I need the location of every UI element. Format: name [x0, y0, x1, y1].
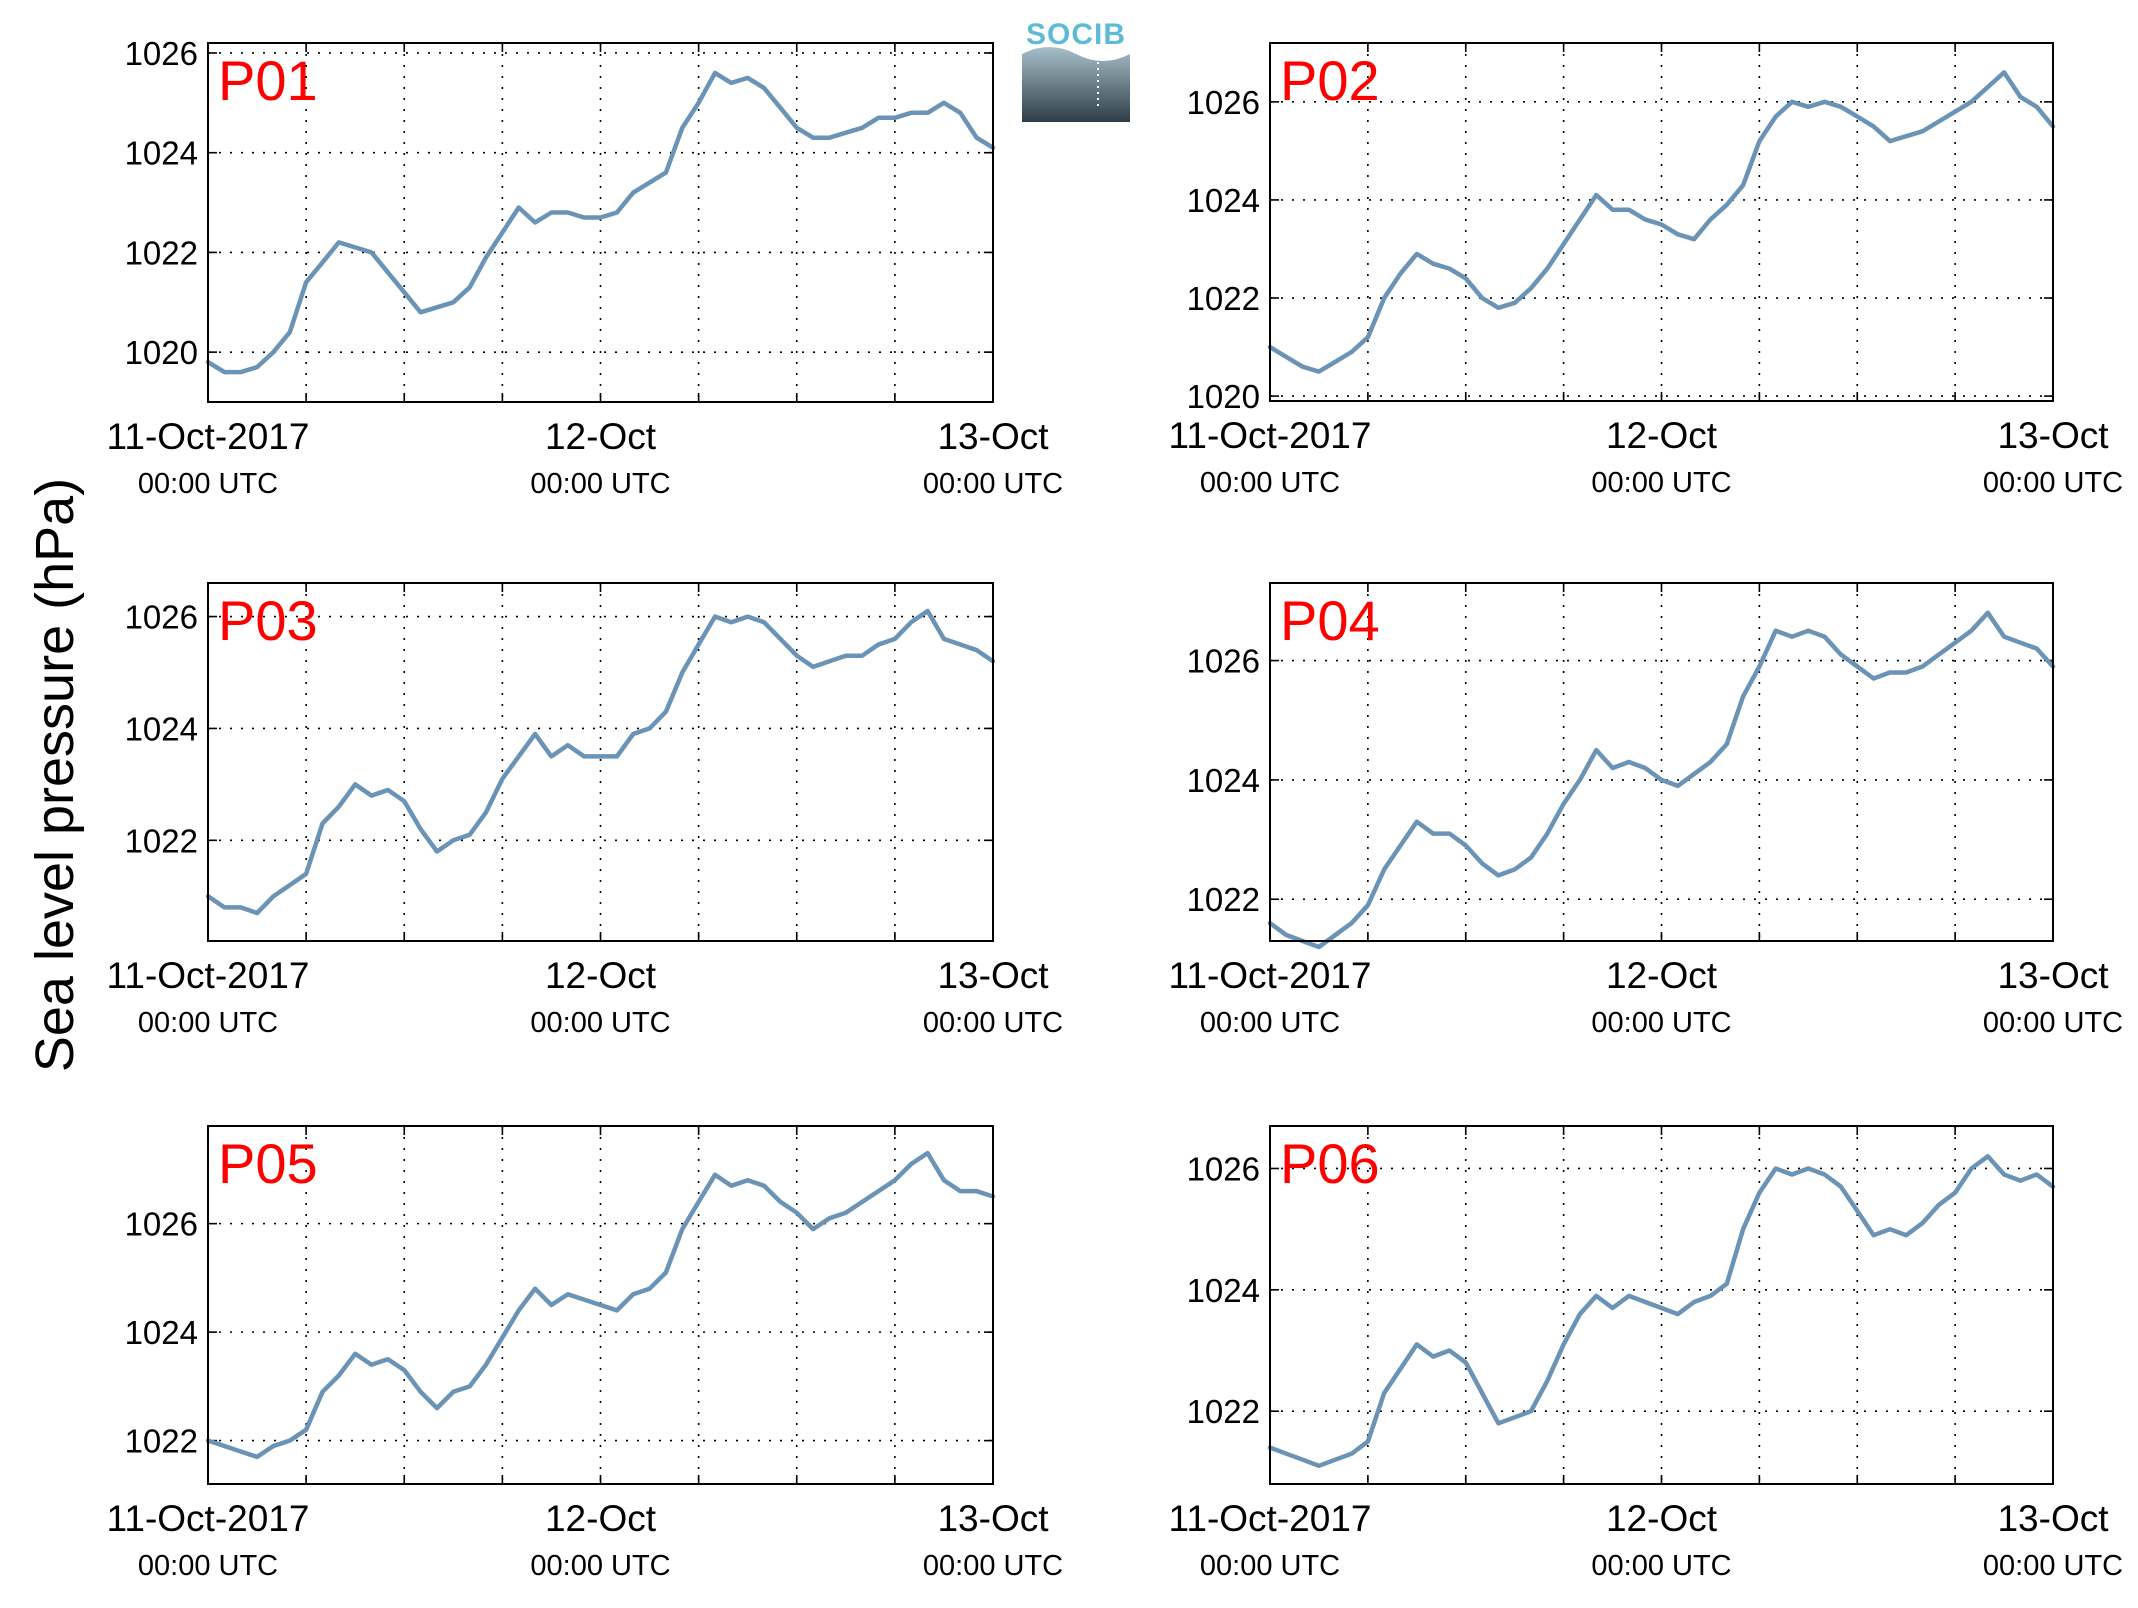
socib-logo: SOCIB [1022, 18, 1130, 122]
x-tick-label-date: 13-Oct [937, 955, 1049, 996]
x-tick-label-time: 00:00 UTC [1983, 1550, 2123, 1582]
panel-p01: 1020 1022 1024 1026 11-Oct-2017 00:00 UTC 12-O… [107, 35, 1064, 500]
y-tick-label: 1020 [1187, 378, 1260, 415]
panel-p05: 1022 1024 1026 11-Oct-2017 00:00 UTC 12-Oct 00… [107, 1125, 1063, 1582]
y-tick-label: 1026 [125, 35, 198, 72]
x-tick-label-time: 00:00 UTC [530, 468, 670, 500]
y-tick-label: 1022 [1187, 280, 1260, 317]
x-tick-label-date: 11-Oct-2017 [1169, 955, 1372, 996]
panel-p06: 1022 1024 1026 11-Oct-2017 00:00 UTC 12-Oct 00… [1169, 1125, 2123, 1582]
x-tick-label-time: 00:00 UTC [1591, 1007, 1731, 1039]
plot-frame [207, 582, 994, 942]
x-tick-label-date: 12-Oct [1606, 955, 1718, 996]
y-tick-label: 1020 [125, 334, 198, 371]
plot-frame [207, 1125, 994, 1485]
y-tick-label: 1022 [1187, 1393, 1260, 1430]
panel-label: P03 [218, 589, 318, 652]
panel-p03: 1022 1024 1026 11-Oct-2017 00:00 UTC 12-Oct 00… [107, 582, 1063, 1039]
x-tick-label-time: 00:00 UTC [1591, 1550, 1731, 1582]
panel-label: P01 [218, 49, 318, 112]
x-tick-label-date: 12-Oct [545, 1498, 657, 1539]
x-tick-label-time: 00:00 UTC [138, 468, 278, 500]
panel-p02: 1020 1022 1024 1026 11-Oct-2017 00:00 UTC 12-O… [1169, 42, 2123, 499]
panels: 1020 1022 1024 1026 11-Oct-2017 00:00 UTC 12-O… [107, 35, 2124, 1582]
x-tick-label-time: 00:00 UTC [1200, 467, 1340, 499]
x-tick-label-date: 11-Oct-2017 [107, 1498, 310, 1539]
x-tick-label-time: 00:00 UTC [1983, 1007, 2123, 1039]
x-tick-label-time: 00:00 UTC [138, 1007, 278, 1039]
x-tick-label-date: 11-Oct-2017 [1169, 415, 1372, 456]
panel-p04: 1022 1024 1026 11-Oct-2017 00:00 UTC 12-Oct 00… [1169, 582, 2123, 1039]
y-tick-label: 1024 [1187, 1272, 1260, 1309]
x-tick-label-time: 00:00 UTC [923, 1550, 1063, 1582]
series-line [1267, 610, 2056, 950]
x-tick-label-date: 11-Oct-2017 [107, 955, 310, 996]
logo-text: SOCIB [1026, 18, 1126, 51]
x-tick-label-date: 13-Oct [1997, 1498, 2109, 1539]
plot-frame [1269, 582, 2054, 942]
panel-label: P02 [1280, 49, 1380, 112]
panel-label: P04 [1280, 589, 1380, 652]
y-tick-label: 1026 [1187, 84, 1260, 121]
x-tick-label-time: 00:00 UTC [923, 468, 1063, 500]
x-tick-label-time: 00:00 UTC [530, 1007, 670, 1039]
x-tick-label-date: 13-Oct [1997, 415, 2109, 456]
x-tick-label-time: 00:00 UTC [1591, 467, 1731, 499]
series-line [1267, 70, 2056, 374]
y-tick-label: 1024 [125, 1314, 198, 1351]
y-tick-label: 1026 [1187, 1150, 1260, 1187]
series-line [205, 70, 996, 375]
x-tick-label-date: 13-Oct [1997, 955, 2109, 996]
x-tick-label-date: 12-Oct [1606, 1498, 1718, 1539]
x-tick-label-time: 00:00 UTC [1200, 1007, 1340, 1039]
y-tick-label: 1022 [1187, 881, 1260, 918]
logo-wave [1022, 47, 1130, 122]
x-tick-label-date: 11-Oct-2017 [1169, 1498, 1372, 1539]
x-tick-label-date: 13-Oct [937, 1498, 1049, 1539]
plot-frame [1269, 42, 2054, 402]
series-line [205, 1150, 996, 1460]
y-tick-label: 1024 [1187, 182, 1260, 219]
x-tick-label-date: 13-Oct [937, 416, 1049, 457]
series-line [1267, 1154, 2056, 1469]
x-tick-label-time: 00:00 UTC [1983, 467, 2123, 499]
y-tick-label: 1026 [125, 1206, 198, 1243]
plot-frame [1269, 1125, 2054, 1485]
x-tick-label-time: 00:00 UTC [923, 1007, 1063, 1039]
x-tick-label-date: 12-Oct [1606, 415, 1718, 456]
panel-label: P06 [1280, 1132, 1380, 1195]
x-tick-label-time: 00:00 UTC [530, 1550, 670, 1582]
y-axis-label: Sea level pressure (hPa) [25, 478, 85, 1072]
y-tick-label: 1022 [125, 1423, 198, 1460]
x-tick-label-date: 11-Oct-2017 [107, 416, 310, 457]
y-tick-label: 1026 [125, 599, 198, 636]
x-tick-label-date: 12-Oct [545, 955, 657, 996]
series-line [205, 608, 996, 916]
x-tick-label-date: 12-Oct [545, 416, 657, 457]
plot-frame [207, 42, 994, 403]
y-tick-label: 1026 [1187, 643, 1260, 680]
y-tick-label: 1024 [125, 710, 198, 747]
x-tick-label-time: 00:00 UTC [138, 1550, 278, 1582]
y-tick-label: 1022 [125, 822, 198, 859]
y-tick-label: 1022 [125, 234, 198, 271]
y-tick-label: 1024 [125, 135, 198, 172]
y-tick-label: 1024 [1187, 762, 1260, 799]
panel-label: P05 [218, 1132, 318, 1195]
x-tick-label-time: 00:00 UTC [1200, 1550, 1340, 1582]
